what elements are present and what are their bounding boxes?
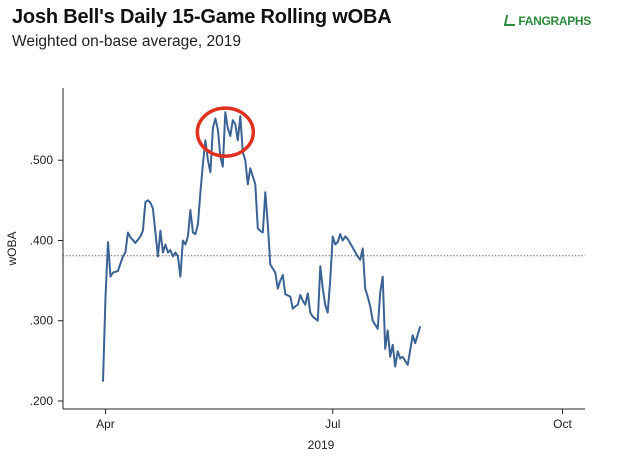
tick-labels: .200 .300 .400 .500 Apr Jul Oct (30, 153, 573, 431)
chart-axes (62, 88, 585, 410)
x-tick-label: Apr (96, 417, 115, 431)
x-axis-title: 2019 (308, 438, 335, 452)
fangraphs-logo: FANGRAPHS (504, 14, 591, 28)
chart-title: Josh Bell's Daily 15-Game Rolling wOBA (12, 6, 392, 28)
y-axis-title: wOBA (5, 231, 19, 266)
x-tick-label: Oct (553, 417, 572, 431)
chart-subtitle: Weighted on-base average, 2019 (12, 33, 241, 50)
y-tick-label: .500 (30, 153, 54, 167)
y-tick-label: .200 (30, 394, 54, 408)
y-tick-label: .400 (30, 233, 54, 247)
series-line-woba (102, 111, 422, 382)
peak-highlight-circle (195, 106, 256, 158)
y-tick-label: .300 (30, 314, 54, 328)
x-tick-label: Jul (325, 417, 340, 431)
fangraphs-wordmark: FANGRAPHS (518, 14, 591, 28)
